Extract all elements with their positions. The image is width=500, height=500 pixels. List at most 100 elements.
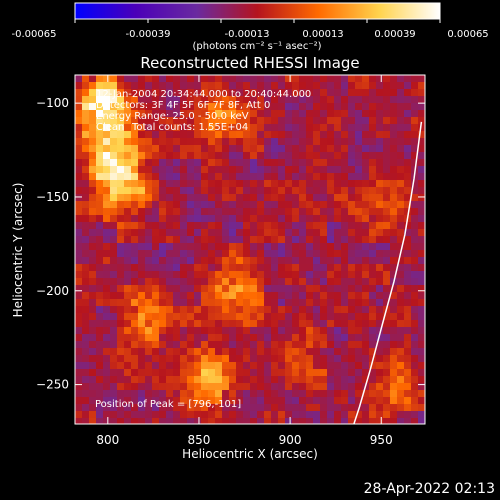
heatmap-cell [215, 355, 223, 363]
heatmap-cell [411, 243, 419, 251]
heatmap-cell [320, 82, 328, 90]
heatmap-cell [236, 166, 244, 174]
heatmap-cell [152, 152, 160, 160]
heatmap-cell [159, 131, 167, 139]
heatmap-cell [243, 180, 251, 188]
heatmap-cell [411, 117, 419, 125]
heatmap-cell [229, 208, 237, 216]
heatmap-cell [292, 117, 300, 125]
heatmap-cell [271, 194, 279, 202]
heatmap-cell [208, 180, 216, 188]
heatmap-cell [138, 285, 146, 293]
heatmap-cell [215, 292, 223, 300]
heatmap-cell [320, 222, 328, 230]
heatmap-cell [236, 173, 244, 181]
heatmap-cell [327, 271, 335, 279]
heatmap-cell [215, 103, 223, 111]
heatmap-cell [131, 264, 139, 272]
heatmap-cell [138, 376, 146, 384]
heatmap-cell [341, 187, 349, 195]
heatmap-cell [82, 418, 90, 425]
heatmap-cell [138, 383, 146, 391]
heatmap-cell [278, 299, 286, 307]
heatmap-cell [222, 166, 230, 174]
heatmap-cell [180, 278, 188, 286]
heatmap-cell [376, 278, 384, 286]
heatmap-cell [341, 222, 349, 230]
heatmap-cell [278, 173, 286, 181]
heatmap-cell [306, 82, 314, 90]
heatmap-cell [124, 215, 132, 223]
heatmap-cell [334, 320, 342, 328]
heatmap-cell [124, 243, 132, 251]
heatmap-cell [75, 278, 83, 286]
heatmap-cell [306, 313, 314, 321]
heatmap-cell [411, 236, 419, 244]
heatmap-cell [348, 278, 356, 286]
heatmap-cell [285, 313, 293, 321]
heatmap-cell [159, 362, 167, 370]
heatmap-cell [187, 215, 195, 223]
heatmap-cell [145, 243, 153, 251]
heatmap-cell [376, 257, 384, 265]
heatmap-cell [348, 222, 356, 230]
heatmap-cell [96, 208, 104, 216]
heatmap-cell [418, 327, 426, 335]
heatmap-cell [180, 348, 188, 356]
heatmap-cell [131, 173, 139, 181]
heatmap-cell [327, 236, 335, 244]
heatmap-cell [355, 299, 363, 307]
heatmap-cell [166, 257, 174, 265]
heatmap-cell [292, 271, 300, 279]
heatmap-cell [355, 75, 363, 83]
heatmap-cell [208, 390, 216, 398]
heatmap-cell [131, 418, 139, 425]
heatmap-cell [89, 264, 97, 272]
heatmap-cell [215, 117, 223, 125]
heatmap-cell [201, 222, 209, 230]
heatmap-cell [124, 250, 132, 258]
heatmap-cell [320, 159, 328, 167]
heatmap-cell [348, 313, 356, 321]
heatmap-cell [320, 411, 328, 419]
heatmap-cell [320, 327, 328, 335]
heatmap-cell [222, 222, 230, 230]
heatmap-cell [369, 376, 377, 384]
heatmap-cell [257, 89, 265, 97]
heatmap-cell [285, 418, 293, 425]
heatmap-cell [82, 348, 90, 356]
heatmap-cell [243, 159, 251, 167]
heatmap-cell [222, 320, 230, 328]
heatmap-cell [180, 194, 188, 202]
heatmap-cell [82, 341, 90, 349]
heatmap-cell [411, 131, 419, 139]
heatmap-cell [208, 117, 216, 125]
heatmap-cell [222, 362, 230, 370]
heatmap-cell [243, 306, 251, 314]
heatmap-cell [411, 187, 419, 195]
heatmap-cell [194, 320, 202, 328]
heatmap-cell [383, 124, 391, 132]
heatmap-cell [404, 257, 412, 265]
heatmap-cell [173, 124, 181, 132]
heatmap-cell [320, 376, 328, 384]
heatmap-cell [390, 194, 398, 202]
heatmap-cell [201, 229, 209, 237]
heatmap-cell [411, 138, 419, 146]
heatmap-cell [306, 299, 314, 307]
heatmap-cell [285, 89, 293, 97]
heatmap-cell [383, 348, 391, 356]
heatmap-cell [173, 82, 181, 90]
heatmap-cell [334, 180, 342, 188]
heatmap-cell [152, 369, 160, 377]
heatmap-cell [376, 341, 384, 349]
heatmap-cell [222, 75, 230, 83]
heatmap-cell [187, 292, 195, 300]
heatmap-cell [243, 341, 251, 349]
heatmap-cell [75, 334, 83, 342]
heatmap-cell [75, 320, 83, 328]
heatmap-cell [383, 180, 391, 188]
heatmap-cell [376, 320, 384, 328]
heatmap-cell [264, 117, 272, 125]
heatmap-cell [215, 194, 223, 202]
